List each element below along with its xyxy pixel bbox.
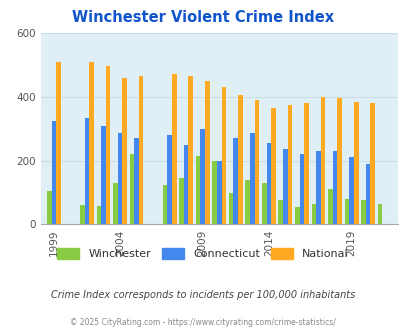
Bar [162, 184, 167, 224]
Bar [311, 204, 315, 224]
Bar [287, 105, 292, 224]
Bar [122, 78, 127, 224]
Bar [233, 138, 237, 224]
Bar [134, 138, 139, 224]
Bar [56, 62, 61, 224]
Bar [365, 164, 369, 224]
Bar [353, 102, 358, 224]
Bar [221, 87, 226, 224]
Text: © 2025 CityRating.com - https://www.cityrating.com/crime-statistics/: © 2025 CityRating.com - https://www.city… [70, 318, 335, 327]
Bar [96, 206, 101, 224]
Bar [327, 189, 332, 224]
Bar [360, 200, 365, 224]
Bar [254, 100, 259, 224]
Bar [320, 97, 325, 224]
Bar [183, 145, 188, 224]
Text: Crime Index corresponds to incidents per 100,000 inhabitants: Crime Index corresponds to incidents per… [51, 290, 354, 300]
Bar [369, 103, 374, 224]
Bar [167, 135, 171, 224]
Bar [377, 204, 382, 224]
Bar [188, 76, 193, 224]
Bar [212, 161, 216, 224]
Bar [84, 117, 89, 224]
Bar [294, 207, 299, 224]
Bar [337, 98, 341, 224]
Bar [271, 108, 275, 224]
Bar [266, 143, 271, 224]
Bar [332, 151, 337, 224]
Bar [200, 129, 205, 224]
Bar [344, 199, 348, 224]
Bar [228, 192, 233, 224]
Bar [89, 62, 94, 224]
Bar [348, 157, 353, 224]
Bar [205, 81, 209, 224]
Bar [101, 125, 106, 224]
Bar [113, 183, 117, 224]
Bar [303, 103, 308, 224]
Legend: Winchester, Connecticut, National: Winchester, Connecticut, National [53, 243, 352, 263]
Bar [315, 151, 320, 224]
Bar [278, 200, 282, 224]
Bar [216, 161, 221, 224]
Bar [282, 149, 287, 224]
Bar [171, 75, 176, 224]
Bar [117, 134, 122, 224]
Bar [106, 67, 110, 224]
Bar [237, 95, 242, 224]
Bar [129, 154, 134, 224]
Bar [249, 134, 254, 224]
Bar [195, 156, 200, 224]
Bar [261, 183, 266, 224]
Bar [51, 121, 56, 224]
Bar [47, 191, 51, 224]
Text: Winchester Violent Crime Index: Winchester Violent Crime Index [72, 10, 333, 25]
Bar [139, 76, 143, 224]
Bar [299, 154, 303, 224]
Bar [179, 178, 183, 224]
Bar [80, 205, 84, 224]
Bar [245, 180, 249, 224]
